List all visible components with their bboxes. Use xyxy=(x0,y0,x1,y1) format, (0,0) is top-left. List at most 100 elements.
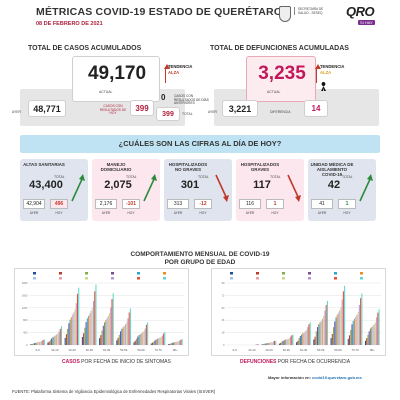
legend-swatch xyxy=(163,272,166,275)
bar xyxy=(164,331,166,345)
bar xyxy=(57,333,59,345)
trend-up-icon xyxy=(71,174,85,202)
cases-total-label: ACTUAL xyxy=(99,90,113,94)
bar xyxy=(74,309,76,345)
bar xyxy=(181,339,183,345)
x-tick-label: 50-59 xyxy=(317,348,325,352)
bar xyxy=(297,340,299,345)
bar xyxy=(48,341,50,345)
bar xyxy=(43,339,45,345)
legend-swatch xyxy=(282,272,285,275)
bar xyxy=(106,318,108,345)
bar xyxy=(40,341,42,345)
bar xyxy=(296,342,298,345)
bar xyxy=(286,339,288,345)
x-tick-label: 30-39 xyxy=(283,348,291,352)
legend-swatch xyxy=(137,272,140,275)
x-tick-label: 40-49 xyxy=(300,348,308,352)
metric-today-label: HOY xyxy=(343,211,351,215)
cases-title: TOTAL DE CASOS ACUMULADOS xyxy=(28,45,142,52)
more-info-link[interactable]: covid19.queretaro.gob.mx xyxy=(312,375,362,380)
deaths-diff-label: DIFERENCIA xyxy=(270,110,291,114)
x-tick-label: 10-19 xyxy=(248,348,256,352)
deaths-total: 3,235 xyxy=(258,63,306,84)
bar xyxy=(340,307,342,345)
bar xyxy=(285,339,287,345)
bar xyxy=(58,331,60,345)
metric-card: UNIDAD MÉDICA DE AISLAMIENTO COVID-19 TOT… xyxy=(308,159,376,221)
bar xyxy=(371,327,373,345)
bar xyxy=(281,341,283,345)
metric-today-label: HOY xyxy=(55,211,63,215)
bar xyxy=(342,291,344,345)
metric-title: ALTAS SANITARIAS xyxy=(23,162,65,167)
bar xyxy=(337,312,339,345)
bar xyxy=(266,342,268,345)
bar xyxy=(90,310,92,345)
cases-sum-label: TOTAL xyxy=(182,112,193,116)
cases-today: 399 xyxy=(130,100,154,116)
metric-total-label: TOTAL xyxy=(126,175,137,179)
metric-card: HOSPITALIZADOS GRAVES TOTAL 117 116 1 AYER HOY xyxy=(236,159,304,221)
y-tick-label: 0 xyxy=(223,343,225,347)
deaths-total-label: ACTUAL xyxy=(267,90,281,94)
y-tick-label: 90 xyxy=(222,281,225,285)
bar xyxy=(282,340,284,345)
bar xyxy=(278,343,280,345)
bar xyxy=(309,322,311,345)
bar xyxy=(121,328,123,345)
bar xyxy=(37,342,39,345)
legend-swatch xyxy=(33,272,36,275)
x-tick-label: 80+ xyxy=(370,348,375,352)
bar xyxy=(373,324,375,345)
bar xyxy=(69,319,71,345)
bar xyxy=(84,327,86,345)
metric-card: HOSPITALIZADOS NO GRAVES TOTAL 301 313 -12 AY… xyxy=(164,159,232,221)
bar xyxy=(118,334,120,345)
metric-title: UNIDAD MÉDICA DE AISLAMIENTO COVID-19 xyxy=(310,162,354,177)
bar xyxy=(314,336,316,345)
bar xyxy=(67,328,69,345)
cases-chart-svg: 0 400 800 1200 1600 2000 0-9 10-19 20-29 30-39 40-… xyxy=(22,272,184,352)
bar xyxy=(378,309,380,345)
x-tick-label: 0-9 xyxy=(36,348,40,352)
cases-chart-caption: CASOS POR FECHA DE INICIO DE SÍNTOMAS xyxy=(62,359,171,365)
deaths-chart-caption: DEFUNCIONES POR FECHA DE OCURRENCIA xyxy=(240,359,350,365)
deaths-chart: 0 18 36 54 72 90 0-9 10-19 20-29 30-39 40-49 50-59 6… xyxy=(211,268,386,356)
x-tick-label: 60-69 xyxy=(334,348,342,352)
metric-total-label: TOTAL xyxy=(198,175,209,179)
legend-swatch xyxy=(85,277,88,280)
bar xyxy=(140,333,142,345)
bar xyxy=(136,338,138,345)
bar xyxy=(377,312,379,345)
bar xyxy=(307,327,309,345)
bar xyxy=(117,337,119,345)
bar xyxy=(42,340,44,345)
bar xyxy=(120,331,122,345)
bar xyxy=(288,338,290,345)
bar xyxy=(298,338,300,345)
bar xyxy=(47,342,49,345)
bar xyxy=(358,305,360,345)
deaths-chart-svg: 0 18 36 54 72 90 0-9 10-19 20-29 30-39 40-49 50-59 6… xyxy=(222,272,381,352)
bar xyxy=(116,340,118,345)
bar xyxy=(356,314,358,345)
legend-swatch xyxy=(360,277,363,280)
bar xyxy=(169,343,171,345)
bar xyxy=(348,335,351,345)
metric-today: 1 xyxy=(266,199,284,209)
cases-trend-value: ALZA xyxy=(168,70,180,75)
metric-today: -12 xyxy=(194,199,212,209)
bar xyxy=(321,318,323,345)
bar xyxy=(91,307,93,345)
bar xyxy=(283,340,285,345)
metric-yesterday-label: AYER xyxy=(29,211,39,215)
deaths-caption-text: POR FECHA DE OCURRENCIA xyxy=(276,359,351,365)
bar xyxy=(153,341,155,345)
legend-swatch xyxy=(256,272,259,275)
bar xyxy=(110,307,112,345)
metric-today-label: HOY xyxy=(199,211,207,215)
bar xyxy=(355,316,357,345)
bar xyxy=(102,325,104,345)
bar xyxy=(54,335,56,345)
